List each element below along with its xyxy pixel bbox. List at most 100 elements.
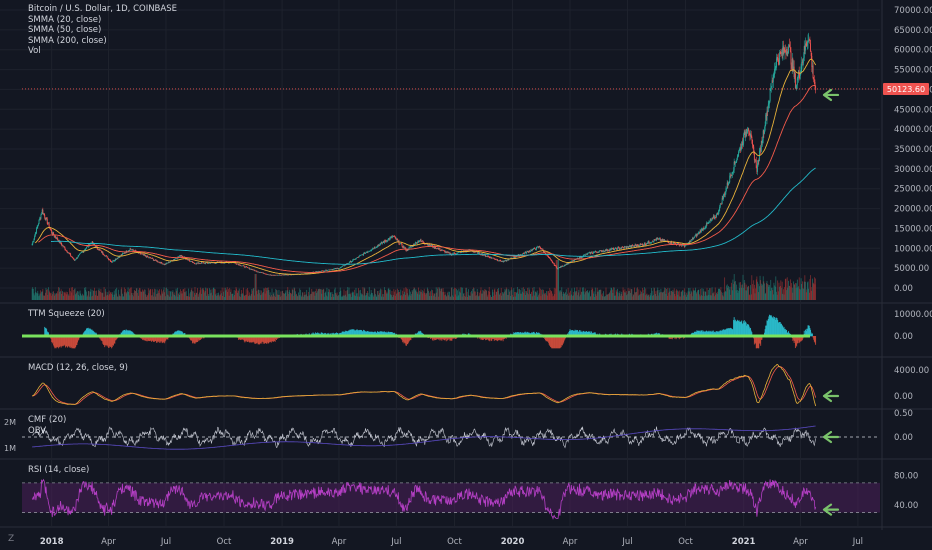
ttm-histogram-bar [54,336,56,349]
volume-bar [58,287,60,300]
volume-bar [804,275,806,300]
candle-body [644,242,646,245]
volume-bar [369,296,371,300]
ttm-histogram-bar [671,336,673,340]
volume-bar [320,289,322,300]
volume-bar [77,291,78,300]
candle-body [198,263,200,265]
volume-bar [757,281,758,300]
candle-body [41,209,43,214]
volume-bar [565,289,567,300]
volume-bar [151,295,152,300]
volume-bar [604,296,606,300]
ttm-histogram-bar [777,320,779,337]
candle-body [436,248,438,250]
candle-body [496,259,498,261]
candle-body [78,254,80,256]
volume-bar [651,288,652,300]
candle-body [736,156,738,160]
candle-body [306,273,308,274]
candle-body [279,274,281,276]
ttm-histogram-bar [563,336,565,343]
candle-body [579,256,581,258]
candle-body [85,248,87,250]
volume-bar [291,288,293,300]
candle-body [363,252,365,254]
ttm-histogram-bar [577,331,579,337]
candle-body [45,217,47,220]
candle-body [268,274,270,276]
candle-body [545,254,547,256]
volume-bar [67,292,68,300]
candle-body [408,247,410,250]
volume-bar [170,290,172,300]
candle-body [56,237,58,240]
ttm-histogram-bar [243,336,245,340]
candle-body [747,128,749,130]
volume-bar [202,288,204,300]
candle-body [529,250,531,252]
candle-body [353,259,354,260]
volume-bar [512,294,513,300]
ttm-histogram-bar [751,332,753,337]
candle-body [395,237,397,240]
candle-body [814,81,816,86]
candle-body [613,249,615,251]
x-tick-label: Jul [160,537,171,547]
volume-bar [708,294,710,300]
ttm-histogram-bar [131,331,133,337]
candle-body [688,241,690,243]
volume-bar [716,292,717,300]
candle-body [287,274,289,276]
candle-body [383,240,385,243]
volume-bar [659,292,661,300]
ttm-histogram-bar [317,332,318,337]
ttm-histogram-bar [520,332,522,337]
volume-bar [134,291,136,300]
volume-bar [358,288,359,300]
candle-body [264,273,266,275]
ttm-histogram-bar [793,336,795,343]
volume-bar [320,289,321,300]
volume-bar [206,295,207,300]
ttm-histogram-bar [60,336,61,346]
volume-bar [813,277,815,300]
candle-body [746,129,748,134]
candle-body [741,141,743,147]
volume-bar [324,296,325,300]
volume-bar [529,289,530,300]
ttm-histogram-bar [780,323,782,337]
volume-bar [204,291,206,300]
candle-body [402,246,404,248]
volume-bar [623,292,625,300]
volume-bar [159,294,161,300]
volume-bar [151,295,153,300]
volume-bar [384,289,386,300]
volume-bar [592,288,594,300]
ttm-histogram-bar [590,331,592,337]
candle-body [73,258,75,260]
candle-body [450,253,452,255]
candle-body [356,257,358,258]
volume-bar [200,287,202,300]
volume-bar [274,295,275,300]
candle-body [807,41,809,42]
candle-body [250,268,251,270]
candle-body [275,274,277,276]
ttm-histogram-bar [384,332,386,337]
candle-body [460,251,462,253]
candle-body [431,244,433,246]
volume-bar [412,291,414,300]
volume-bar [307,295,309,300]
candle-body [95,245,97,247]
volume-bar [343,295,344,300]
volume-bar [41,291,43,300]
volume-bar [586,291,588,300]
volume-bar [235,287,237,300]
candle-body [722,198,724,200]
volume-bar [130,287,131,300]
candle-body [457,252,459,253]
volume-bar [384,287,385,300]
candle-body [732,172,734,173]
